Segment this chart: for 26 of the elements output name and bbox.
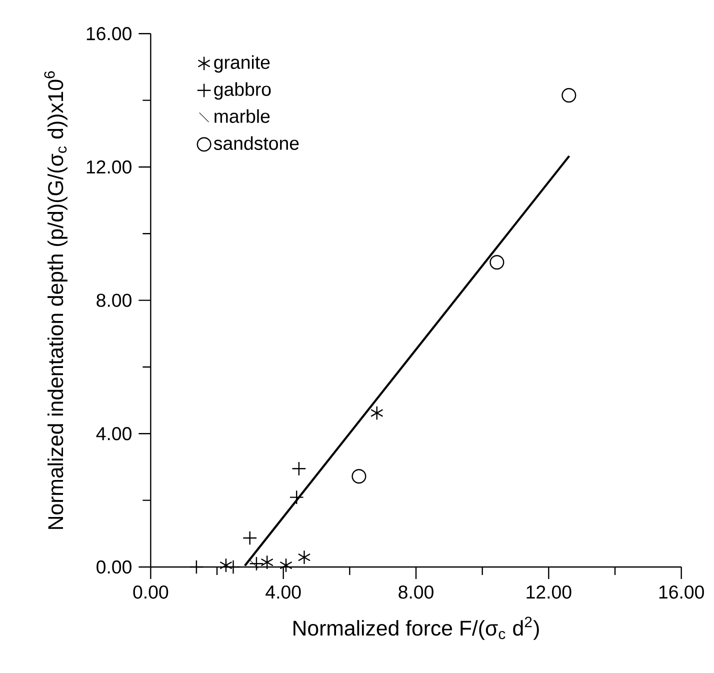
point (292, 461, 306, 476)
point (298, 550, 311, 565)
y-tick-label: 4.00 (96, 427, 132, 440)
point (490, 255, 504, 270)
point (370, 406, 384, 420)
point (280, 558, 292, 573)
x-tick-label: 12.00 (526, 585, 572, 599)
x-tick-label: 4.00 (266, 585, 301, 599)
x-tick-label: 0.00 (133, 585, 168, 599)
x-tick-label: 16.00 (659, 585, 704, 599)
point (352, 469, 366, 484)
y-tick-label: 8.00 (96, 294, 132, 307)
y-tick-label: 16.00 (86, 27, 132, 40)
x-tick-label: 8.00 (398, 585, 434, 599)
point (242, 530, 258, 546)
y-tick-label: 0.00 (96, 560, 132, 574)
y-tick-label: 12.00 (86, 160, 132, 174)
legend-label: gabbro (214, 82, 271, 100)
legend-label: sandstone (214, 136, 299, 150)
point (260, 555, 274, 570)
legend-label: marble (214, 109, 270, 123)
point (562, 88, 576, 103)
legend-label: granite (214, 55, 270, 73)
x-axis-title: Normalized force F/(σ$_{c}$ d$^{2}$) (294, 616, 539, 640)
y-axis-title: Normalized indentation depth (p/d)(G/(σ$_{c}$ d))x10$^{6}$ (44, 71, 68, 529)
point (220, 558, 232, 573)
